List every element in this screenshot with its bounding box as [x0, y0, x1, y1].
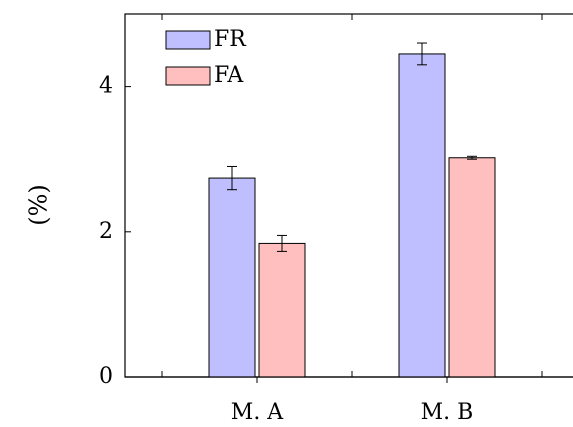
- y-tick-label: 4: [99, 74, 113, 99]
- plot-frame: [124, 13, 573, 378]
- legend: FR FA: [165, 27, 247, 88]
- bar-fr-2: [398, 53, 446, 378]
- y-axis-title: (%): [25, 184, 53, 226]
- x-tick-label: M. A: [231, 400, 285, 425]
- bar-fr-1: [208, 177, 256, 378]
- legend-swatch-fa: [165, 66, 211, 86]
- legend-swatch-fr: [165, 30, 211, 50]
- tick-layer: 0 2 4 M. A M. B: [99, 14, 543, 425]
- bars-layer: [125, 42, 573, 378]
- error-bar-fr-1: [227, 165, 237, 191]
- error-bar-fa-1: [277, 234, 287, 252]
- y-tick-label: 2: [99, 219, 113, 244]
- bar-fa-2: [448, 157, 496, 378]
- error-bar-fr-2: [417, 42, 427, 66]
- legend-label-fr: FR: [214, 27, 247, 52]
- y-tick-label: 0: [99, 364, 113, 389]
- x-tick-label: M. B: [421, 400, 474, 425]
- bar-fa-1: [258, 242, 306, 378]
- error-bar-fa-2: [467, 155, 477, 160]
- legend-label-fa: FA: [214, 63, 244, 88]
- axes-layer: [124, 13, 573, 378]
